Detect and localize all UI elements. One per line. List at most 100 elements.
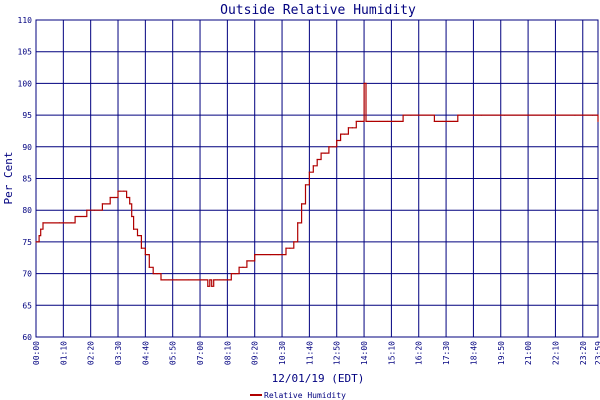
y-tick-label: 95 bbox=[22, 111, 32, 120]
data-point bbox=[129, 203, 131, 205]
data-point bbox=[269, 253, 271, 256]
data-point bbox=[254, 253, 256, 256]
data-point bbox=[394, 120, 396, 123]
data-point bbox=[402, 114, 404, 116]
plot-frame bbox=[35, 19, 599, 338]
data-point bbox=[316, 158, 318, 161]
data-point bbox=[117, 190, 119, 192]
data-point bbox=[218, 279, 221, 281]
y-tick-label: 60 bbox=[22, 333, 32, 342]
data-point bbox=[35, 241, 37, 243]
data-point bbox=[93, 209, 96, 211]
data-point bbox=[453, 120, 455, 123]
data-point bbox=[289, 247, 291, 249]
y-tick-label: 80 bbox=[22, 206, 32, 215]
x-tick-label: 23:20 bbox=[579, 341, 588, 365]
data-point bbox=[527, 114, 529, 116]
data-point bbox=[234, 273, 236, 275]
data-point bbox=[74, 215, 76, 218]
data-point bbox=[222, 279, 225, 281]
data-point bbox=[70, 222, 72, 224]
data-point bbox=[371, 120, 373, 123]
data-point bbox=[133, 228, 135, 230]
data-point bbox=[119, 190, 121, 192]
x-tick-label: 09:20 bbox=[251, 341, 260, 365]
data-point bbox=[131, 215, 133, 218]
y-tick-label: 90 bbox=[22, 143, 32, 152]
chart-title: Outside Relative Humidity bbox=[220, 3, 416, 18]
y-tick-label: 85 bbox=[22, 175, 32, 184]
x-tick-label: 16:20 bbox=[415, 341, 424, 365]
data-point bbox=[168, 279, 170, 281]
y-tick-label: 110 bbox=[18, 16, 33, 25]
x-tick-label: 22:10 bbox=[551, 341, 560, 365]
data-point bbox=[140, 247, 143, 249]
data-point bbox=[312, 165, 314, 167]
data-point bbox=[199, 279, 201, 281]
data-point bbox=[136, 234, 139, 237]
data-point bbox=[504, 114, 506, 116]
y-tick-label: 65 bbox=[22, 301, 32, 310]
data-point bbox=[144, 253, 146, 256]
data-point bbox=[246, 260, 248, 262]
data-point bbox=[175, 279, 178, 281]
x-tick-label: 00:00 bbox=[32, 341, 41, 365]
data-point bbox=[109, 196, 111, 199]
data-point bbox=[347, 127, 350, 129]
data-point bbox=[238, 266, 240, 268]
data-point bbox=[242, 266, 244, 268]
data-point bbox=[38, 234, 40, 237]
data-point bbox=[359, 120, 361, 123]
data-point bbox=[226, 279, 228, 281]
data-point bbox=[156, 273, 158, 275]
data-point bbox=[62, 222, 64, 224]
data-point bbox=[203, 279, 205, 281]
data-point bbox=[217, 279, 219, 281]
data-point bbox=[164, 279, 166, 281]
data-point bbox=[215, 279, 217, 281]
x-tick-label: 18:40 bbox=[469, 341, 478, 365]
x-tick-label: 01:10 bbox=[59, 341, 68, 365]
data-point bbox=[42, 222, 44, 224]
data-point bbox=[80, 215, 82, 218]
data-point bbox=[58, 222, 61, 224]
data-point bbox=[148, 266, 150, 268]
x-tick-label: 21:00 bbox=[524, 341, 533, 365]
data-point bbox=[418, 114, 420, 116]
data-point bbox=[209, 279, 211, 281]
data-point bbox=[367, 120, 369, 123]
data-point bbox=[574, 114, 576, 116]
data-point bbox=[355, 120, 357, 123]
data-point bbox=[351, 127, 353, 129]
y-tick-label: 70 bbox=[22, 270, 32, 279]
data-point bbox=[126, 196, 128, 199]
y-axis-label: Per Cent bbox=[2, 152, 15, 205]
data-point bbox=[343, 133, 346, 135]
data-point bbox=[550, 114, 553, 116]
data-point bbox=[277, 253, 279, 256]
data-point bbox=[365, 120, 367, 123]
data-point bbox=[597, 120, 599, 123]
y-tick-label: 105 bbox=[18, 48, 33, 57]
data-point bbox=[86, 209, 88, 211]
data-point bbox=[285, 247, 287, 249]
x-tick-label: 08:10 bbox=[223, 341, 232, 365]
data-point bbox=[308, 171, 310, 173]
data-point bbox=[410, 114, 412, 116]
data-point bbox=[363, 82, 365, 84]
x-tick-label: 04:40 bbox=[141, 341, 150, 365]
y-axis-ticks: 60 65 70 75 80 85 90 95 100 105 110 bbox=[18, 16, 33, 342]
data-point bbox=[101, 203, 103, 205]
data-point bbox=[293, 241, 295, 243]
y-tick-label: 100 bbox=[18, 79, 33, 88]
data-point bbox=[336, 139, 338, 142]
data-point bbox=[297, 222, 299, 224]
x-tick-label: 23:59 bbox=[594, 341, 600, 365]
data-point bbox=[230, 273, 232, 275]
x-tick-label: 15:10 bbox=[387, 341, 396, 365]
x-tick-label: 10:30 bbox=[278, 341, 287, 365]
data-point bbox=[152, 273, 154, 275]
data-point bbox=[300, 203, 303, 205]
y-tick-label: 75 bbox=[22, 238, 32, 247]
